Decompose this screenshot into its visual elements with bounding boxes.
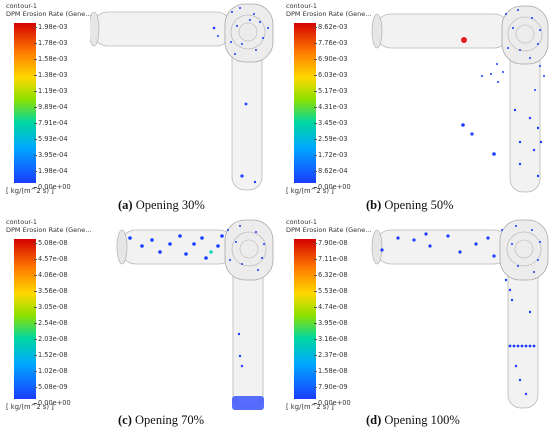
- tick-label: 6.32e-08: [314, 271, 348, 279]
- panel-c: contour-1 DPM Erosion Rate (Gene... 5.08…: [0, 216, 275, 431]
- tick-label: 4.74e-08: [314, 303, 348, 311]
- tick-label: 1.58e-03: [34, 55, 68, 63]
- tick-label: 5.53e-08: [314, 287, 348, 295]
- tick-label: 4.06e-08: [34, 271, 68, 279]
- caption: (c) Opening 70%: [118, 413, 204, 428]
- tick-label: 5.93e-04: [34, 135, 68, 143]
- tick-label: 1.38e-03: [34, 71, 68, 79]
- tick-label: 3.45e-03: [314, 119, 348, 127]
- tick-label: 3.16e-08: [314, 335, 348, 343]
- tick-label: 1.02e-08: [34, 367, 68, 375]
- tick-label: 3.95e-08: [314, 319, 348, 327]
- tick-label: 7.76e-03: [314, 39, 348, 47]
- tick-label: 8.62e-03: [314, 23, 348, 31]
- panel-d: contour-1 DPM Erosion Rate (Gene... 7.90…: [280, 216, 550, 431]
- variable-name: DPM Erosion Rate (Gene...: [6, 226, 92, 234]
- tick-label: 3.05e-08: [34, 303, 68, 311]
- unit-label: [ kg/(m^2 s) ]: [286, 403, 334, 411]
- pipe-geometry-b: [371, 5, 549, 193]
- tick-label: 7.90e-08: [314, 239, 348, 247]
- pipe-geometry-a: [90, 3, 274, 191]
- tick-label: 0.00e+00: [34, 399, 71, 407]
- unit-label: [ kg/(m^2 s) ]: [6, 187, 54, 195]
- contour-title: contour-1: [6, 2, 38, 10]
- caption: (b) Opening 50%: [366, 198, 454, 213]
- pipe-geometry-d: [371, 219, 549, 409]
- tick-label: 1.19e-03: [34, 87, 68, 95]
- tick-label: 9.89e-04: [34, 103, 68, 111]
- tick-label: 6.03e-03: [314, 71, 348, 79]
- caption: (d) Opening 100%: [366, 413, 460, 428]
- panel-a: contour-1 DPM Erosion Rate (Gene... 1.98…: [0, 0, 275, 215]
- tick-label: 7.90e-09: [314, 383, 348, 391]
- tick-label: 4.31e-03: [314, 103, 348, 111]
- color-scale-bar: [294, 23, 316, 183]
- caption-text: Opening 100%: [384, 413, 460, 427]
- color-scale-bar: [14, 23, 36, 183]
- tick-label: 1.78e-03: [34, 39, 68, 47]
- caption-text: Opening 30%: [135, 198, 205, 212]
- tick-label: 3.56e-08: [34, 287, 68, 295]
- caption-text: Opening 50%: [384, 198, 454, 212]
- color-scale-ticks: 8.62e-03 7.76e-03 6.90e-03 6.03e-03 5.17…: [314, 20, 362, 191]
- tick-label: 1.52e-08: [34, 351, 68, 359]
- variable-name: DPM Erosion Rate (Gene...: [6, 10, 92, 18]
- erosion-hotspot: [461, 37, 467, 43]
- contour-title: contour-1: [286, 2, 318, 10]
- tick-label: 1.98e-03: [34, 23, 68, 31]
- caption-label: (c): [118, 413, 132, 427]
- tick-label: 1.72e-03: [314, 151, 348, 159]
- caption-label: (d): [366, 413, 382, 427]
- variable-name: DPM Erosion Rate (Gene...: [286, 10, 372, 18]
- unit-label: [ kg/(m^2 s) ]: [6, 403, 54, 411]
- tick-label: 8.62e-04: [314, 167, 348, 175]
- tick-label: 0.00e+00: [314, 183, 351, 191]
- tick-label: 1.98e-04: [34, 167, 68, 175]
- tick-label: 2.37e-08: [314, 351, 348, 359]
- tick-label: 5.08e-08: [34, 239, 68, 247]
- tick-label: 2.03e-08: [34, 335, 68, 343]
- tick-label: 6.90e-03: [314, 55, 348, 63]
- color-scale-ticks: 7.90e-08 7.11e-08 6.32e-08 5.53e-08 4.74…: [314, 236, 362, 407]
- caption-label: (b): [366, 198, 382, 212]
- tick-label: 1.58e-08: [314, 367, 348, 375]
- tick-label: 0.00e+00: [34, 183, 71, 191]
- tick-label: 0.00e+00: [314, 399, 351, 407]
- tick-label: 2.59e-03: [314, 135, 348, 143]
- color-scale-ticks: 1.98e-03 1.78e-03 1.58e-03 1.38e-03 1.19…: [34, 20, 82, 191]
- tick-label: 5.17e-03: [314, 87, 348, 95]
- caption: (a) Opening 30%: [118, 198, 205, 213]
- color-scale-ticks: 5.08e-08 4.57e-08 4.06e-08 3.56e-08 3.05…: [34, 236, 82, 407]
- color-scale-bar: [294, 239, 316, 399]
- variable-name: DPM Erosion Rate (Gene...: [286, 226, 372, 234]
- contour-title: contour-1: [286, 218, 318, 226]
- pipe-geometry-c: [116, 219, 274, 410]
- color-scale-bar: [14, 239, 36, 399]
- caption-text: Opening 70%: [135, 413, 205, 427]
- panel-b: contour-1 DPM Erosion Rate (Gene... 8.62…: [280, 0, 550, 215]
- tick-label: 4.57e-08: [34, 255, 68, 263]
- tick-label: 7.11e-08: [314, 255, 348, 263]
- caption-label: (a): [118, 198, 133, 212]
- tick-label: 5.08e-09: [34, 383, 68, 391]
- contour-title: contour-1: [6, 218, 38, 226]
- tick-label: 3.95e-04: [34, 151, 68, 159]
- tick-label: 2.54e-08: [34, 319, 68, 327]
- unit-label: [ kg/(m^2 s) ]: [286, 187, 334, 195]
- tick-label: 7.91e-04: [34, 119, 68, 127]
